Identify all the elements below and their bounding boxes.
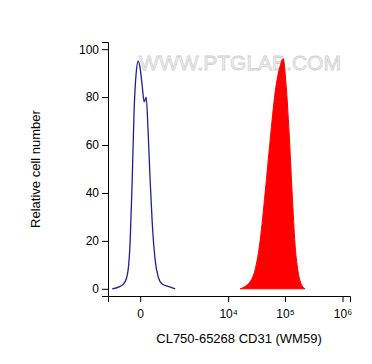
x-tick: 10⁵ <box>276 296 294 321</box>
y-tick-label: 20 <box>86 234 100 248</box>
x-axis-line <box>109 297 351 303</box>
y-tick-label: 60 <box>86 138 100 152</box>
x-tick-label: 0 <box>137 307 144 321</box>
x-axis: 0 10⁴ 10⁵ 10⁶ <box>109 296 353 321</box>
y-tick: 40 <box>86 186 108 200</box>
y-tick-label: 100 <box>79 43 99 57</box>
y-tick: 20 <box>86 234 108 248</box>
y-tick: 0 <box>92 282 108 296</box>
y-tick-mark <box>102 49 108 50</box>
x-tick-mark <box>228 296 229 302</box>
y-tick-mark <box>102 145 108 146</box>
x-tick: 10⁶ <box>334 296 352 321</box>
histogram-line <box>112 61 175 289</box>
y-tick: 80 <box>86 90 108 104</box>
x-tick: 10⁴ <box>219 296 238 321</box>
y-tick: 60 <box>86 138 108 152</box>
x-tick-mark <box>343 296 344 302</box>
y-axis-line <box>102 43 109 297</box>
y-tick-label: 40 <box>86 186 100 200</box>
x-tick-mark <box>140 296 141 302</box>
watermark: WWW.PTGLAB.COM <box>139 51 341 74</box>
chart: WWW.PTGLAB.COM 0 10⁴ 10⁵ 10⁶ 0 20 40 60 80 100 CL75… <box>0 0 372 364</box>
y-tick: 100 <box>79 43 108 57</box>
y-axis: 0 20 40 60 80 100 <box>79 43 109 297</box>
y-tick-label: 0 <box>92 282 99 296</box>
y-tick-label: 80 <box>86 90 100 104</box>
y-tick-mark <box>102 193 108 194</box>
histogram-area <box>240 59 305 289</box>
y-tick-mark <box>102 289 108 290</box>
y-tick-mark <box>102 97 108 98</box>
x-tick-mark <box>285 296 286 302</box>
x-axis-title: CL750-65268 CD31 (WM59) <box>156 331 321 346</box>
plot-area <box>112 59 305 289</box>
y-axis-title: Relative cell number <box>28 109 43 227</box>
y-tick-mark <box>102 241 108 242</box>
x-tick-label: 10⁵ <box>276 307 294 321</box>
x-tick-label: 10⁶ <box>334 307 352 321</box>
x-tick: 0 <box>137 296 144 321</box>
x-tick-label: 10⁴ <box>219 307 238 321</box>
